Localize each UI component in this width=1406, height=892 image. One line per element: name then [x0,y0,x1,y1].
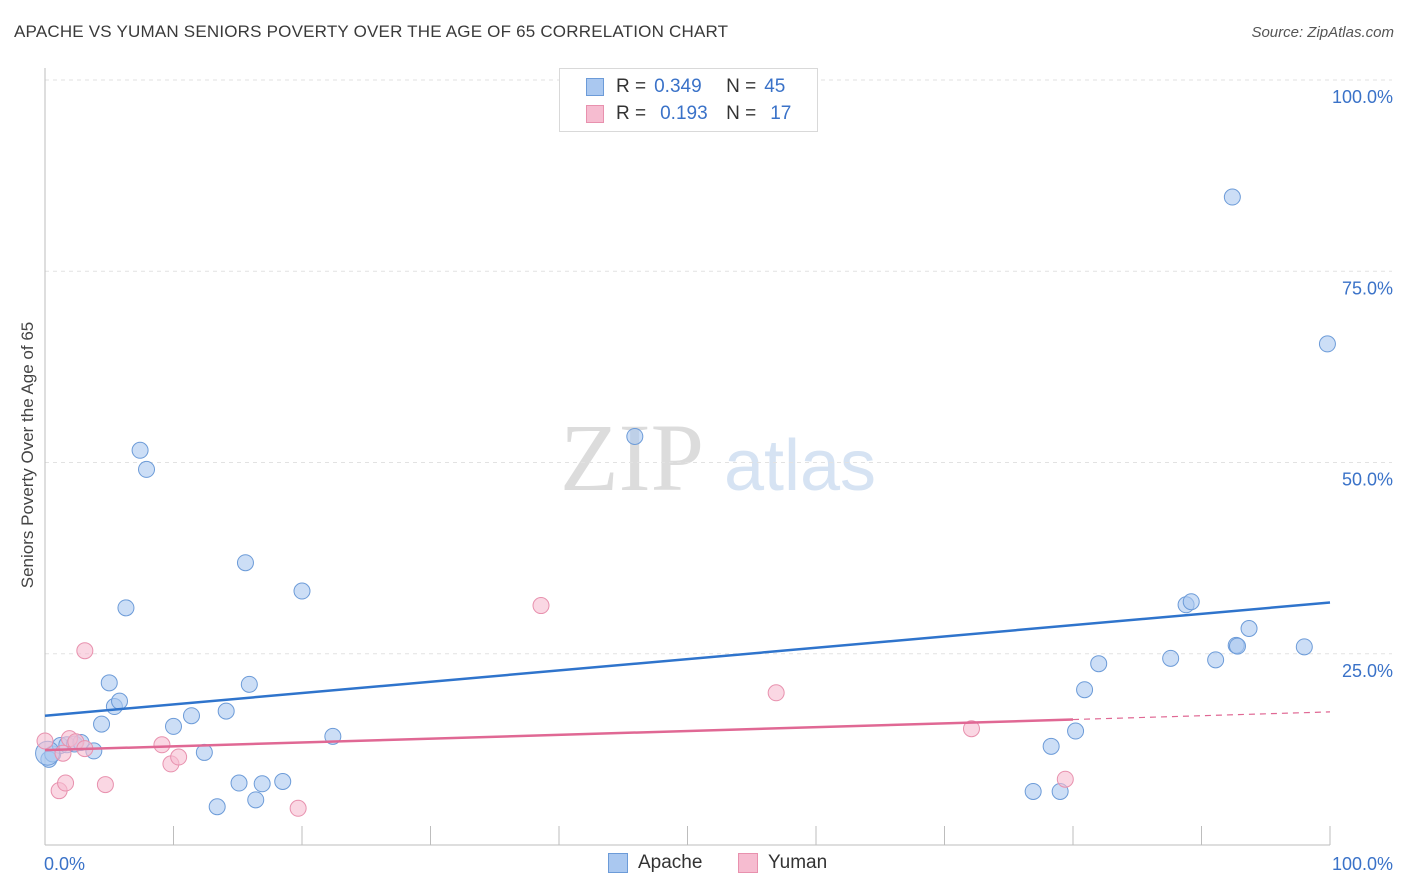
yuman-point [767,684,785,702]
bottom-yuman-swatch [738,853,758,873]
yuman-point [36,732,54,750]
bottom-yuman-label: Yuman [768,852,828,873]
apache-point [230,774,248,792]
apache-point [293,582,311,600]
apache-point [217,702,235,720]
watermark-atlas: atlas [724,426,876,506]
apache-point [111,692,129,710]
chart-title: APACHE VS YUMAN SENIORS POVERTY OVER THE… [14,22,729,41]
x-tick-label-min: 0.0% [44,854,85,874]
apache-point [208,798,226,816]
apache-n-label: N = [726,76,757,97]
yuman-trendline [44,718,1074,752]
yuman-swatch [586,105,604,123]
yuman-point [96,776,114,794]
apache-point [1182,593,1200,611]
y-tick-label: 75.0% [1342,278,1393,298]
watermark-zip: ZIP [560,404,704,511]
bottom-apache-swatch [608,853,628,873]
apache-point [1207,651,1225,669]
yuman-point [170,748,188,766]
source-label: Source: ZipAtlas.com [1251,24,1394,41]
apache-point [247,791,265,809]
yuman-point [962,720,980,738]
x-tick-label-max: 100.0% [1332,854,1393,874]
yuman-point [76,642,94,660]
apache-point [182,707,200,725]
yuman-point [532,597,550,615]
y-tick-label: 100.0% [1332,87,1393,107]
y-tick-label: 50.0% [1342,470,1393,490]
yuman-r-value: 0.193 [660,103,708,124]
apache-point [1223,188,1241,206]
apache-point [1240,620,1258,638]
yuman-point [1056,770,1074,788]
apache-point [93,715,111,733]
apache-point [117,599,135,617]
apache-point [1090,655,1108,673]
apache-point [165,717,182,735]
apache-point [274,773,292,791]
apache-point [1076,681,1094,699]
yuman-point [153,736,171,754]
apache-point [1162,649,1180,667]
apache-point [1067,722,1085,740]
apache-point [253,775,271,793]
apache-point [195,743,213,761]
yuman-point [57,774,75,792]
yuman-n-value: 17 [770,103,792,124]
legend-row-yuman: R = 0.193 N = 17 [586,102,791,126]
yuman-point [54,744,72,762]
apache-point [100,674,118,692]
legend-row-apache: R = 0.349 N = 45 [586,75,785,99]
yuman-trendline-extension [1072,711,1331,721]
apache-point [1228,637,1246,655]
bottom-apache-label: Apache [638,852,703,873]
apache-point [131,441,149,459]
apache-r-label: R = [616,76,647,97]
yuman-point [289,799,307,817]
stats-legend: R = 0.349 N = 45 R = 0.193 N = 17 [559,68,818,132]
apache-point [1042,737,1060,755]
apache-point [138,460,156,478]
apache-trendline [44,601,1331,717]
yuman-n-label: N = [726,103,757,124]
apache-r-value: 0.349 [654,76,702,97]
yuman-r-label: R = [616,103,647,124]
bottom-legend-apache: Apache [608,852,702,874]
apache-point [1318,335,1336,353]
apache-swatch [586,78,604,96]
apache-n-value: 45 [764,76,786,97]
apache-point [626,427,644,445]
bottom-legend-yuman: Yuman [738,852,827,874]
apache-point [1024,782,1042,800]
apache-point [240,675,258,693]
y-tick-label: 25.0% [1342,661,1393,681]
apache-point [236,554,254,572]
apache-point [1295,638,1313,656]
